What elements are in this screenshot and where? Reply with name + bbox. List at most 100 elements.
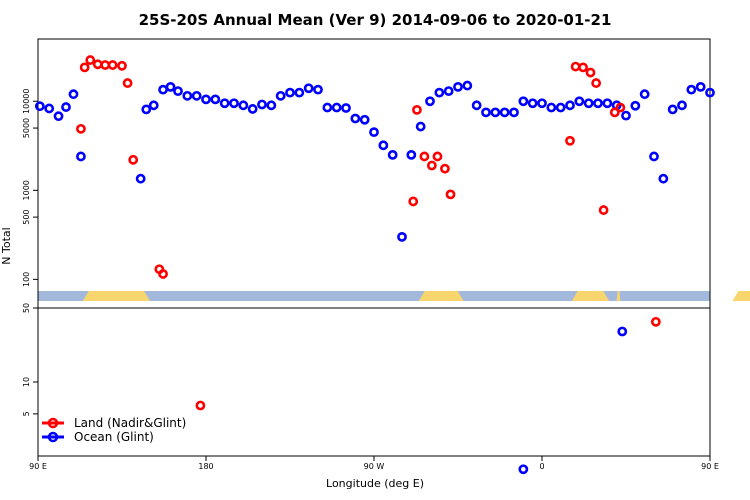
- land-point: [565, 135, 575, 146]
- land-point: [128, 154, 139, 165]
- y-axis-top: 100 500 1000 5000 10000: [22, 89, 38, 287]
- legend: Land (Nadir&Glint) Ocean (Glint): [42, 416, 186, 444]
- x-axis-label: Longitude (deg E): [326, 477, 424, 490]
- ocean-point: [649, 151, 659, 162]
- ocean-point: [677, 100, 687, 111]
- ocean-point: [574, 96, 585, 107]
- land-point-lower: [650, 316, 661, 327]
- land-point: [570, 61, 581, 72]
- land-point: [412, 104, 422, 115]
- ocean-point: [303, 83, 314, 94]
- ocean-point: [61, 102, 71, 112]
- land-point: [419, 151, 430, 162]
- ocean-point: [135, 173, 146, 184]
- land-point: [598, 205, 609, 215]
- ocean-point: [443, 86, 454, 97]
- ocean-point: [471, 100, 482, 111]
- x-tick-label: 90 W: [364, 462, 385, 471]
- ocean-point: [397, 231, 407, 242]
- land-patch: [571, 291, 610, 301]
- x-tick-label: 0: [539, 462, 544, 471]
- ocean-point: [191, 90, 202, 101]
- land-patch: [616, 291, 621, 301]
- ocean-point: [68, 89, 79, 100]
- legend-land-marker: [47, 417, 59, 429]
- ocean-point: [173, 86, 183, 97]
- ocean-point: [53, 111, 64, 122]
- y-tick-label: 10000: [22, 89, 31, 114]
- land-point: [100, 60, 111, 70]
- land-point: [432, 151, 443, 162]
- ocean-point: [182, 90, 193, 101]
- land-point: [85, 55, 96, 65]
- y-axis-bottom: 5 10 50: [22, 303, 38, 416]
- ocean-point: [415, 121, 426, 132]
- ocean-point: [425, 96, 435, 107]
- land-point: [578, 62, 588, 73]
- ocean-point: [359, 114, 370, 125]
- land-patch: [82, 291, 150, 301]
- ocean-point-lower: [518, 464, 529, 475]
- ocean-point: [266, 100, 277, 111]
- ocean-point: [165, 81, 176, 92]
- ocean-point: [537, 98, 547, 109]
- ocean-point: [141, 104, 152, 115]
- ocean-point: [76, 151, 86, 162]
- ocean-point: [44, 103, 55, 114]
- y-tick-label: 500: [22, 209, 31, 224]
- ocean-point: [527, 98, 538, 109]
- ocean-point: [406, 149, 417, 160]
- legend-ocean-marker: [47, 431, 59, 443]
- y-tick-label: 5: [22, 411, 31, 416]
- land-point: [440, 163, 450, 174]
- ocean-point: [593, 98, 603, 109]
- ocean-point: [158, 84, 168, 95]
- land-point-lower: [195, 400, 206, 411]
- ocean-point: [481, 107, 491, 118]
- ocean-point: [257, 99, 267, 110]
- x-tick-label: 90 E: [701, 462, 719, 471]
- ocean-point: [695, 81, 706, 92]
- land-point: [79, 62, 90, 73]
- land-point: [591, 78, 602, 88]
- land-patch: [732, 291, 750, 301]
- land-point: [76, 123, 86, 134]
- land-point: [426, 160, 437, 171]
- ocean-point: [387, 149, 398, 160]
- y-tick-label: 5000: [22, 118, 31, 138]
- land-point: [615, 102, 626, 113]
- x-tick-label: 180: [198, 462, 213, 471]
- y-tick-label: 50: [22, 303, 31, 313]
- ocean-point: [705, 87, 715, 98]
- ocean-point: [583, 98, 594, 109]
- y-tick-label: 10: [22, 377, 31, 387]
- ocean-point: [499, 107, 510, 118]
- chart-title: 25S-20S Annual Mean (Ver 9) 2014-09-06 t…: [139, 11, 612, 29]
- data-points: [34, 55, 715, 475]
- x-axis: 90 E 180 90 W 0 90 E: [29, 456, 719, 471]
- ocean-point: [667, 104, 678, 115]
- ocean-point: [518, 96, 529, 107]
- ocean-point: [229, 98, 239, 109]
- ocean-point: [555, 102, 566, 113]
- land-point: [408, 196, 419, 207]
- ocean-point: [238, 100, 249, 111]
- ocean-point: [639, 89, 650, 100]
- ocean-point: [621, 110, 631, 121]
- ocean-point: [247, 104, 258, 114]
- land-point: [117, 60, 127, 71]
- land-point: [158, 269, 168, 279]
- ocean-point: [219, 98, 230, 109]
- ocean-point: [34, 101, 45, 112]
- ocean-band: [38, 291, 710, 301]
- ocean-point: [686, 84, 697, 95]
- surface-strip: [38, 291, 750, 301]
- ocean-point: [341, 103, 351, 113]
- ocean-point: [546, 102, 557, 113]
- ocean-point: [201, 94, 211, 105]
- ocean-point: [322, 102, 333, 113]
- ocean-point: [453, 81, 463, 92]
- ocean-point: [434, 87, 445, 98]
- ocean-point: [148, 100, 159, 111]
